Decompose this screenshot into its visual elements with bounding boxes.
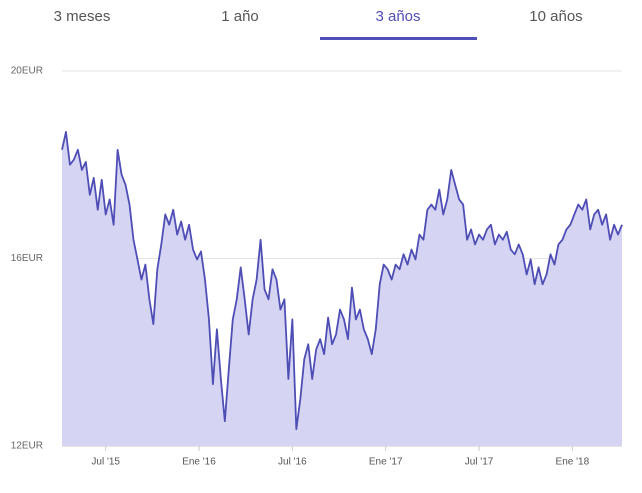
tab-label[interactable]: 3 meses xyxy=(54,8,111,25)
x-tick-label: Ene '18 xyxy=(556,457,590,468)
tab-label[interactable]: 3 años xyxy=(375,8,420,25)
tab-underline xyxy=(320,37,477,40)
x-tick-label: Jul '17 xyxy=(465,457,494,468)
x-tick-label: Ene '17 xyxy=(369,457,403,468)
area xyxy=(62,131,622,446)
x-tick-label: Ene '16 xyxy=(182,457,216,468)
x-tick-label: Jul '16 xyxy=(278,457,307,468)
y-tick-label: 12EUR xyxy=(11,441,43,452)
x-tick-label: Jul '15 xyxy=(91,457,120,468)
tab-label[interactable]: 10 años xyxy=(529,8,582,25)
y-tick-label: 16EUR xyxy=(11,253,43,264)
line xyxy=(61,131,623,431)
y-tick-label: 20EUR xyxy=(11,66,43,77)
tab-label[interactable]: 1 año xyxy=(221,8,259,25)
